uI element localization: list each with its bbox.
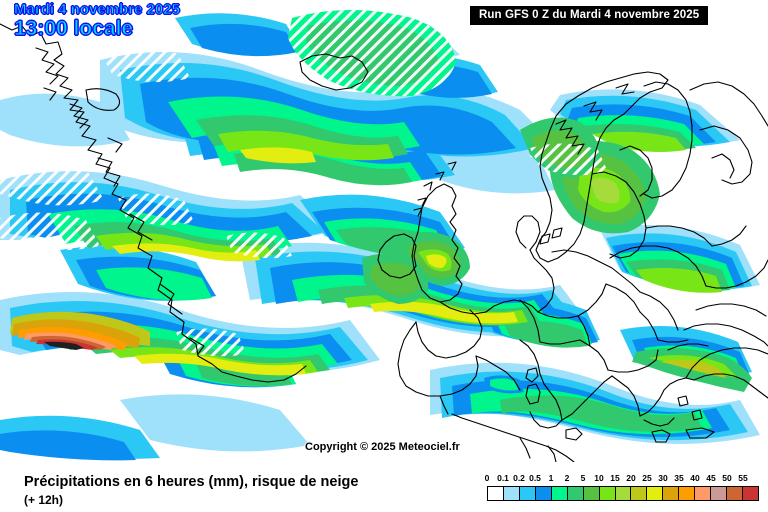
legend-tick-30: 30 bbox=[658, 473, 668, 483]
model-run-banner: Run GFS 0 Z du Mardi 4 novembre 2025 bbox=[470, 6, 709, 25]
map-canvas bbox=[0, 7, 768, 462]
legend-swatch-35 bbox=[679, 487, 696, 500]
legend-swatch-2 bbox=[567, 487, 584, 500]
legend-tick-50: 50 bbox=[722, 473, 732, 483]
legend-tick-45: 45 bbox=[706, 473, 716, 483]
legend-tick-1: 1 bbox=[548, 473, 554, 483]
legend-swatch-55 bbox=[743, 487, 758, 500]
caption-leadtime: (+ 12h) bbox=[24, 493, 64, 507]
legend-tick-2: 2 bbox=[564, 473, 570, 483]
legend-swatch-0 bbox=[488, 487, 504, 500]
legend-swatch-1 bbox=[551, 487, 568, 500]
legend-swatch-0.1 bbox=[503, 487, 520, 500]
copyright-text: Copyright © 2025 Meteociel.fr bbox=[305, 441, 460, 453]
caption-title: Précipitations en 6 heures (mm), risque … bbox=[24, 474, 359, 490]
legend-tick-40: 40 bbox=[690, 473, 700, 483]
map-caption: Précipitations en 6 heures (mm), risque … bbox=[24, 474, 358, 507]
legend-tick-0: 0 bbox=[484, 473, 490, 483]
legend-swatch-0.2 bbox=[519, 487, 536, 500]
legend-swatch-10 bbox=[599, 487, 616, 500]
precip-field bbox=[0, 7, 760, 461]
legend-tick-55: 55 bbox=[738, 473, 748, 483]
legend-swatch-25 bbox=[647, 487, 664, 500]
legend-tick-0.1: 0.1 bbox=[497, 473, 509, 483]
legend-tick-15: 15 bbox=[610, 473, 620, 483]
legend-swatch-0.5 bbox=[535, 487, 552, 500]
legend-tick-20: 20 bbox=[626, 473, 636, 483]
legend-swatch-50 bbox=[727, 487, 743, 500]
legend-swatch-30 bbox=[663, 487, 680, 500]
color-scale-legend: 0 0.1 0.2 0.5 1 2 5 10 15 20 25 30 35 40 45 50 55 bbox=[484, 473, 759, 501]
legend-tick-0.2: 0.2 bbox=[513, 473, 525, 483]
legend-swatch-15 bbox=[615, 487, 632, 500]
legend-tick-5: 5 bbox=[580, 473, 586, 483]
legend-tick-35: 35 bbox=[674, 473, 684, 483]
legend-swatch-5 bbox=[583, 487, 600, 500]
legend-color-bar bbox=[487, 486, 759, 501]
legend-swatch-20 bbox=[631, 487, 648, 500]
coastlines bbox=[0, 23, 768, 462]
precipitation-map[interactable] bbox=[0, 0, 768, 462]
legend-swatch-45 bbox=[711, 487, 728, 500]
legend-tick-labels: 0 0.1 0.2 0.5 1 2 5 10 15 20 25 30 35 40 45 50 55 bbox=[484, 473, 759, 486]
legend-swatch-40 bbox=[695, 487, 712, 500]
legend-tick-10: 10 bbox=[594, 473, 604, 483]
legend-tick-0.5: 0.5 bbox=[529, 473, 541, 483]
legend-tick-25: 25 bbox=[642, 473, 652, 483]
